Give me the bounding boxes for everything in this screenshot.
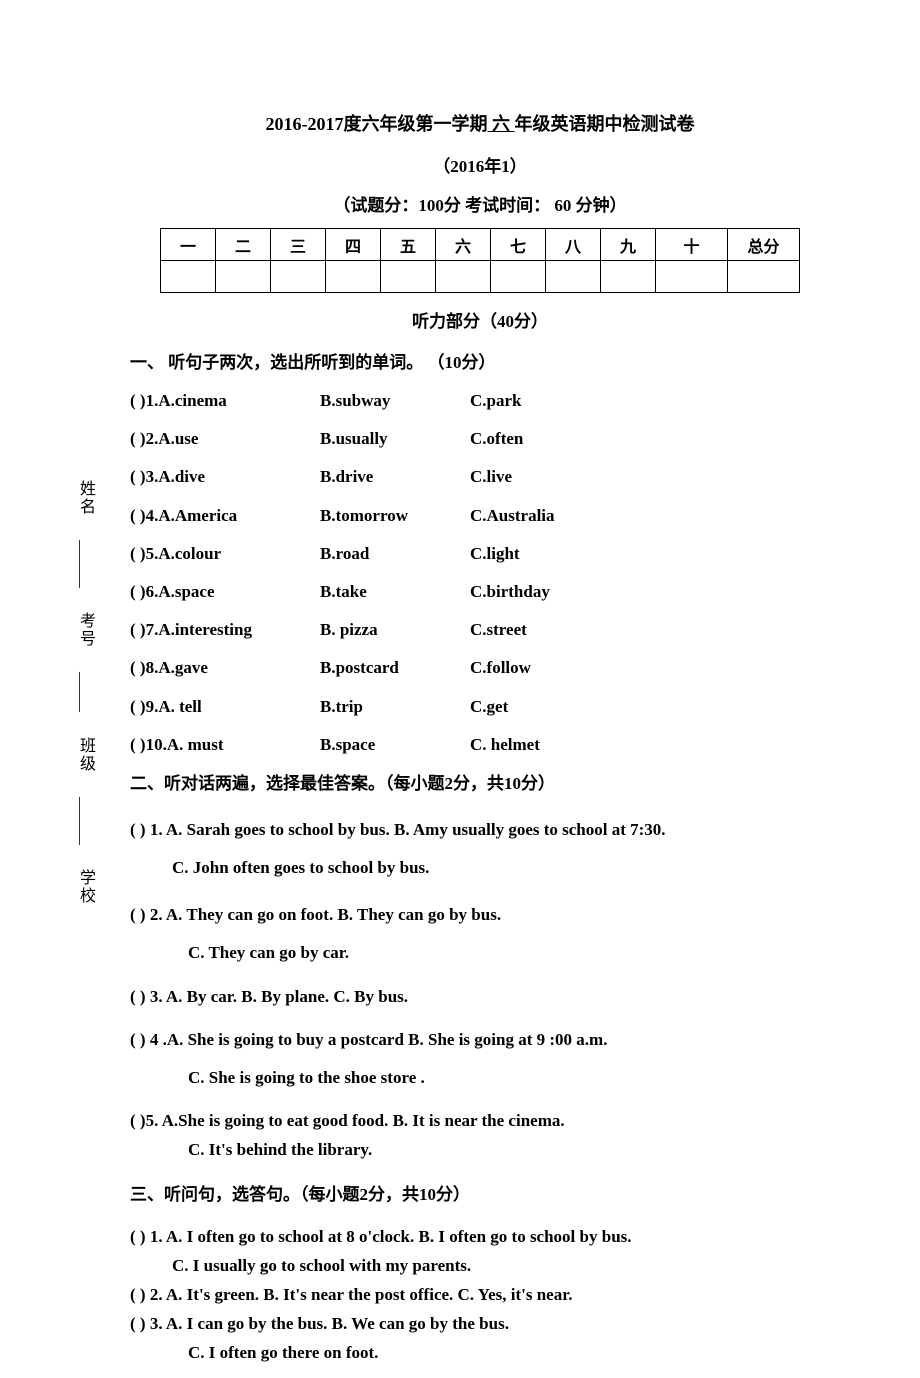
s1-q5: ( )5.A.colourB.roadC.light xyxy=(130,540,830,567)
score-val-3[interactable] xyxy=(271,261,326,293)
s1-q1: ( )1.A.cinemaB.subwayC.park xyxy=(130,387,830,414)
s1-q6: ( )6.A.spaceB.takeC.birthday xyxy=(130,578,830,605)
s2-q5-line1: ( )5. A.She is going to eat good food. B… xyxy=(130,1107,830,1134)
score-val-9[interactable] xyxy=(601,261,656,293)
s1-q7: ( )7.A.interestingB. pizzaC.street xyxy=(130,616,830,643)
s1-q2: ( )2.A.useB.usuallyC.often xyxy=(130,425,830,452)
score-table-values xyxy=(161,261,800,293)
score-col-5: 五 xyxy=(381,229,436,261)
score-val-7[interactable] xyxy=(491,261,546,293)
s2-q3: ( ) 3. A. By car. B. By plane. C. By bus… xyxy=(130,983,830,1010)
score-col-7: 七 xyxy=(491,229,546,261)
sidebar-blank-line: ______ xyxy=(76,540,94,593)
s1-q9: ( )9.A. tellB.tripC.get xyxy=(130,693,830,720)
score-val-2[interactable] xyxy=(216,261,271,293)
s2-q2-line1: ( ) 2. A. They can go on foot. B. They c… xyxy=(130,901,830,928)
listening-header: 听力部分（40分） xyxy=(130,307,830,332)
score-val-total[interactable] xyxy=(728,261,800,293)
score-col-3: 三 xyxy=(271,229,326,261)
score-col-1: 一 xyxy=(161,229,216,261)
score-col-total: 总分 xyxy=(728,229,800,261)
score-val-6[interactable] xyxy=(436,261,491,293)
s3-q3-line2: C. I often go there on foot. xyxy=(130,1339,830,1366)
s2-q4-line2: C. She is going to the shoe store . xyxy=(130,1064,830,1091)
section1-title: 一、 听句子两次，选出所听到的单词。 （10分） xyxy=(130,348,830,373)
s2-q1-line2: C. John often goes to school by bus. xyxy=(130,854,830,881)
score-val-4[interactable] xyxy=(326,261,381,293)
exam-date: （2016年1） xyxy=(130,152,830,177)
s1-q8: ( )8.A.gaveB.postcardC.follow xyxy=(130,654,830,681)
sidebar-school: 学校 xyxy=(73,869,97,910)
score-col-8: 八 xyxy=(546,229,601,261)
s2-q4-line1: ( ) 4 .A. She is going to buy a postcard… xyxy=(130,1026,830,1053)
section1-questions: ( )1.A.cinemaB.subwayC.park ( )2.A.useB.u… xyxy=(130,387,830,758)
exam-title: 2016-2017度六年级第一学期 六 年级英语期中检测试卷 xyxy=(130,110,830,136)
score-col-6: 六 xyxy=(436,229,491,261)
score-table-header: 一 二 三 四 五 六 七 八 九 十 总分 xyxy=(161,229,800,261)
section2-title: 二、听对话两遍，选择最佳答案。（每小题2分，共10分） xyxy=(130,769,830,794)
sidebar-examno: 考号 xyxy=(73,612,97,653)
score-val-5[interactable] xyxy=(381,261,436,293)
s3-q1-line2: C. I usually go to school with my parent… xyxy=(130,1252,830,1279)
score-val-8[interactable] xyxy=(546,261,601,293)
sidebar-class-line: ______ xyxy=(76,797,94,850)
score-val-10[interactable] xyxy=(656,261,728,293)
main-content: 2016-2017度六年级第一学期 六 年级英语期中检测试卷 （2016年1） … xyxy=(130,110,830,1378)
score-col-9: 九 xyxy=(601,229,656,261)
student-info-sidebar: 姓名 ______ 考号 _____ 班级 ______ 学校 xyxy=(70,480,100,910)
score-table: 一 二 三 四 五 六 七 八 九 十 总分 xyxy=(160,228,800,293)
section3-title: 三、听问句，选答句。（每小题2分，共10分） xyxy=(130,1180,830,1205)
score-col-10: 十 xyxy=(656,229,728,261)
score-col-4: 四 xyxy=(326,229,381,261)
score-col-2: 二 xyxy=(216,229,271,261)
s2-q5-line2: C. It's behind the library. xyxy=(130,1136,830,1163)
s3-q1-line1: ( ) 1. A. I often go to school at 8 o'cl… xyxy=(130,1223,830,1250)
sidebar-examno-line: _____ xyxy=(76,672,94,717)
sidebar-name: 姓名 xyxy=(73,480,97,521)
s2-q2-line2: C. They can go by car. xyxy=(130,939,830,966)
s3-q3-line1: ( ) 3. A. I can go by the bus. B. We can… xyxy=(130,1310,830,1337)
s3-q2: ( ) 2. A. It's green. B. It's near the p… xyxy=(130,1281,830,1308)
sidebar-class: 班级 xyxy=(73,737,97,778)
exam-score-info: （试题分：100分 考试时间： 60 分钟） xyxy=(130,191,830,216)
score-val-1[interactable] xyxy=(161,261,216,293)
s1-q10: ( )10.A. mustB.spaceC. helmet xyxy=(130,731,830,758)
s2-q1-line1: ( ) 1. A. Sarah goes to school by bus. B… xyxy=(130,816,830,843)
s1-q4: ( )4.A.AmericaB.tomorrowC.Australia xyxy=(130,502,830,529)
s1-q3: ( )3.A.diveB.driveC.live xyxy=(130,463,830,490)
